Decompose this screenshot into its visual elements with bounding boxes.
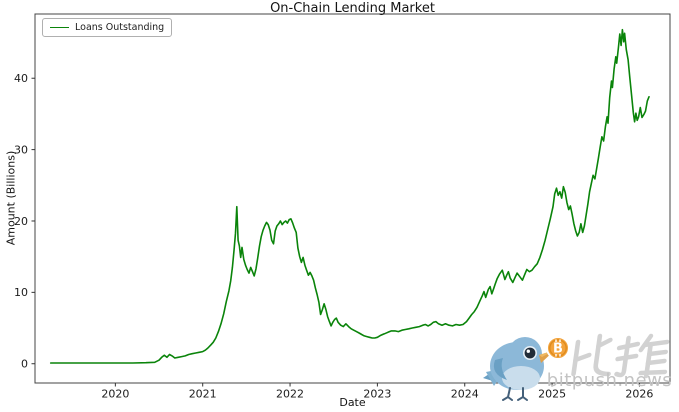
- svg-text:10: 10: [14, 286, 28, 299]
- svg-text:2023: 2023: [363, 388, 391, 401]
- svg-text:20: 20: [14, 215, 28, 228]
- legend: Loans Outstanding: [42, 18, 173, 37]
- svg-text:2024: 2024: [451, 388, 479, 401]
- chart-title: On-Chain Lending Market: [270, 1, 435, 16]
- legend-label: Loans Outstanding: [75, 22, 165, 33]
- svg-text:2020: 2020: [101, 388, 129, 401]
- legend-line-sample: [50, 27, 69, 28]
- svg-text:2025: 2025: [538, 388, 566, 401]
- svg-text:30: 30: [14, 143, 28, 156]
- svg-text:40: 40: [14, 72, 28, 85]
- svg-text:2022: 2022: [276, 388, 304, 401]
- x-axis-label: Date: [339, 396, 366, 409]
- svg-text:2021: 2021: [189, 388, 217, 401]
- svg-text:2026: 2026: [625, 388, 653, 401]
- svg-text:0: 0: [21, 358, 28, 371]
- y-axis-label: Amount (Billions): [4, 150, 18, 246]
